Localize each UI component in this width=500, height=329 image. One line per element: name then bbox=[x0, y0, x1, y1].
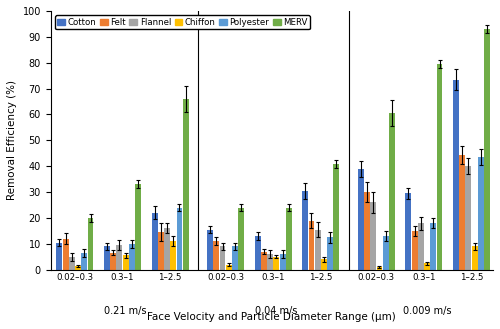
Bar bbox=[214, 241, 220, 270]
Bar bbox=[220, 246, 226, 270]
Bar bbox=[158, 232, 164, 270]
Bar bbox=[254, 236, 260, 270]
Bar bbox=[75, 266, 81, 270]
Bar bbox=[459, 155, 465, 270]
Bar bbox=[382, 236, 388, 270]
Bar bbox=[267, 254, 273, 270]
Bar bbox=[308, 220, 314, 270]
Bar bbox=[466, 166, 471, 270]
Bar bbox=[176, 208, 182, 270]
Bar bbox=[327, 238, 333, 270]
Bar bbox=[129, 244, 135, 270]
Bar bbox=[321, 259, 327, 270]
Bar bbox=[370, 202, 376, 270]
Bar bbox=[152, 213, 158, 270]
Bar bbox=[424, 263, 430, 270]
Bar bbox=[82, 253, 87, 270]
Y-axis label: Removal Efficiency (%): Removal Efficiency (%) bbox=[7, 80, 17, 200]
Bar bbox=[412, 231, 418, 270]
Bar bbox=[238, 208, 244, 270]
Bar bbox=[334, 164, 340, 270]
Text: 0.21 m/s: 0.21 m/s bbox=[104, 306, 147, 316]
Bar bbox=[406, 193, 411, 270]
Bar bbox=[389, 113, 395, 270]
Bar bbox=[183, 99, 188, 270]
Bar bbox=[56, 242, 62, 270]
Bar bbox=[453, 80, 459, 270]
Legend: Cotton, Felt, Flannel, Chiffon, Polyester, MERV: Cotton, Felt, Flannel, Chiffon, Polyeste… bbox=[55, 15, 310, 29]
Bar bbox=[274, 257, 280, 270]
Bar bbox=[364, 192, 370, 270]
X-axis label: Face Velocity and Particle Diameter Range (μm): Face Velocity and Particle Diameter Rang… bbox=[148, 312, 396, 322]
Bar bbox=[418, 223, 424, 270]
Bar bbox=[261, 252, 267, 270]
Bar bbox=[62, 239, 68, 270]
Text: 0.04 m/s: 0.04 m/s bbox=[255, 306, 298, 316]
Bar bbox=[358, 169, 364, 270]
Bar bbox=[478, 157, 484, 270]
Bar bbox=[122, 256, 128, 270]
Bar bbox=[135, 184, 141, 270]
Bar bbox=[376, 267, 382, 270]
Bar bbox=[472, 246, 478, 270]
Bar bbox=[104, 246, 110, 270]
Bar bbox=[164, 228, 170, 270]
Text: 0.009 m/s: 0.009 m/s bbox=[403, 306, 452, 316]
Bar bbox=[69, 257, 75, 270]
Bar bbox=[170, 241, 176, 270]
Bar bbox=[110, 253, 116, 270]
Bar bbox=[436, 64, 442, 270]
Bar bbox=[207, 230, 213, 270]
Bar bbox=[226, 265, 232, 270]
Bar bbox=[232, 246, 238, 270]
Bar bbox=[116, 245, 122, 270]
Bar bbox=[302, 191, 308, 270]
Bar bbox=[88, 218, 94, 270]
Bar bbox=[484, 29, 490, 270]
Bar bbox=[280, 254, 285, 270]
Bar bbox=[286, 208, 292, 270]
Bar bbox=[430, 223, 436, 270]
Bar bbox=[315, 230, 320, 270]
